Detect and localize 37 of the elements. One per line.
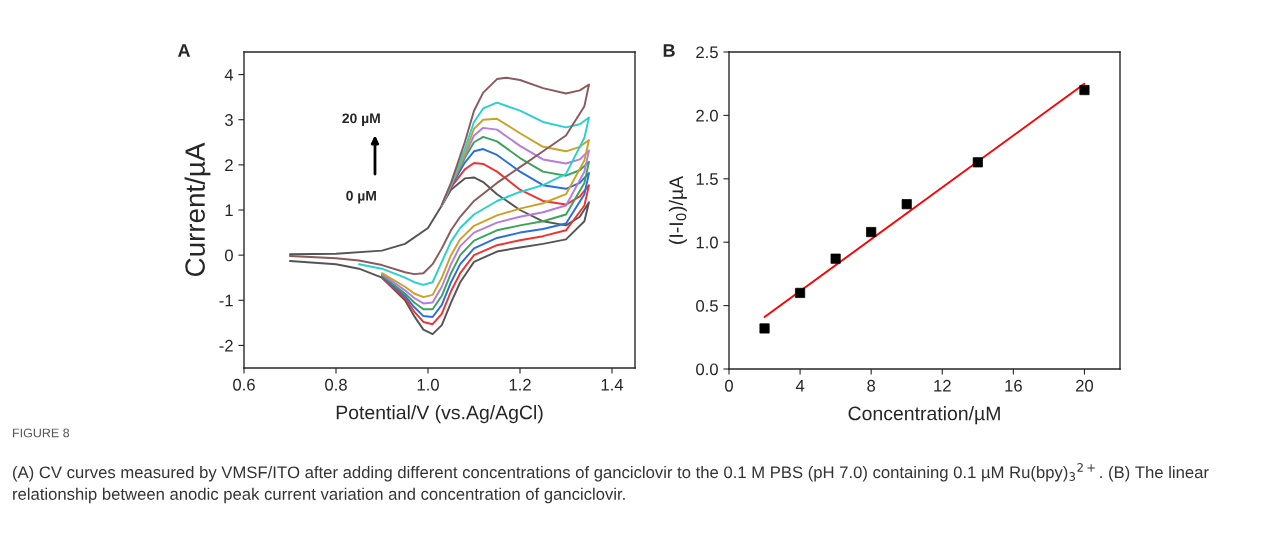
x-tick-label: 0.6	[233, 378, 255, 391]
y-tick-label: 0	[224, 249, 233, 262]
x-tick-label: 16	[1005, 379, 1022, 392]
y-tick-label: 0.5	[696, 300, 718, 312]
line-series	[289, 76, 590, 276]
annotation: 20 µM	[342, 113, 380, 126]
x-tick-label: 0.8	[325, 378, 347, 391]
x-axis-title: Concentration/µM	[848, 406, 1000, 425]
y-tick-label: 3	[224, 114, 233, 126]
line-series	[358, 101, 590, 286]
y-tick-label: 0.0	[696, 363, 718, 376]
x-tick-label: 1.2	[509, 378, 531, 391]
x-tick-label: 4	[795, 380, 805, 392]
x-tick-label: 0	[725, 379, 733, 392]
x-tick-label: 20	[1076, 379, 1094, 392]
y-tick-label: 1.0	[696, 236, 718, 249]
x-tick-label: 12	[934, 379, 951, 392]
x-tick-label: 1.4	[601, 379, 624, 391]
y-tick-label: 4	[224, 69, 234, 81]
y-axis-title: (I-I$_{0}$)/µA	[668, 175, 687, 244]
x-axis-title: Potential/V (vs.Ag/AgCl)	[336, 405, 543, 424]
text: B	[663, 44, 675, 57]
caption: FIGURE 8	[13, 428, 70, 438]
y-tick-label: 2.0	[696, 109, 718, 122]
line-series	[289, 176, 590, 336]
y-tick-label: 2.5	[696, 46, 718, 59]
annotation: 0 µM	[346, 190, 376, 204]
y-tick-label: 1	[225, 204, 233, 217]
x-tick-label: 1.0	[417, 378, 439, 391]
text: (A) CV curves measured by VMSF/ITO after adding different concentrations of ganciclovir to the 0.1 M PBS (pH 7.0) containing 0.1 µM Ru(bpy)$_{3}$$^{2+}$. (B) The linear relationship between anodic peak current variation and concentration of ganciclovir.	[13, 463, 1209, 504]
y-tick-label: -1	[219, 294, 233, 307]
text: A	[177, 44, 191, 57]
y-tick-label: 2	[225, 159, 233, 171]
x-tick-label: 8	[867, 379, 876, 392]
y-tick-label: -2	[219, 339, 233, 352]
y-tick-label: 1.5	[696, 173, 718, 185]
y-axis-title: Current/µA	[184, 142, 211, 277]
